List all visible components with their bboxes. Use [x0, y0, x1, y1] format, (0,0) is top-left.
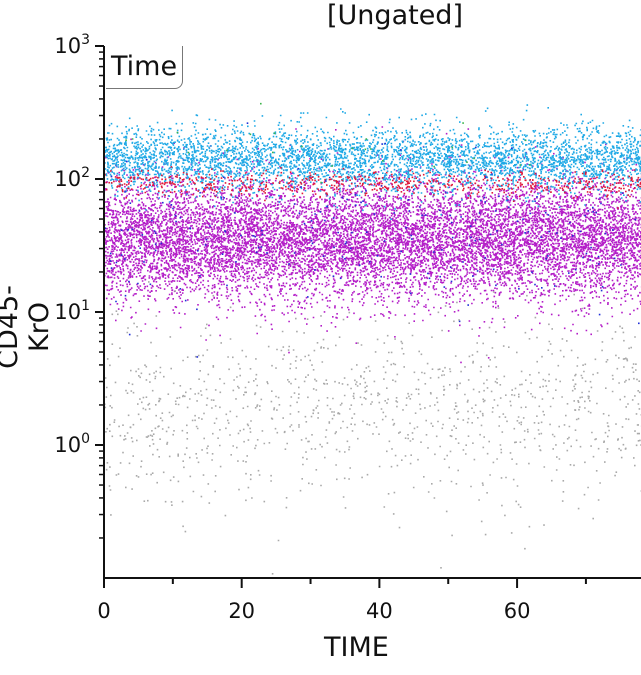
- y-axis-label: CD45-KrO: [0, 285, 55, 369]
- population-points: [104, 262, 641, 575]
- y-tick-label: 103: [54, 32, 90, 58]
- x-axis-label: TIME: [324, 632, 389, 663]
- x-tick-label: 20: [228, 599, 255, 623]
- y-tick-label: 102: [54, 165, 90, 191]
- population-4: [104, 262, 641, 575]
- axes: 100 101 102 103 0 20 40 60: [54, 32, 641, 623]
- x-tick-label: 40: [366, 599, 393, 623]
- population-2: [104, 166, 641, 209]
- chart-title: [Ungated]: [327, 0, 463, 31]
- x-tick-label: 0: [97, 599, 110, 623]
- population-points: [104, 166, 641, 209]
- x-tick-label: 60: [504, 599, 531, 623]
- gate-label: Time: [111, 51, 178, 82]
- y-tick-label: 100: [54, 431, 90, 457]
- population-points: [104, 126, 641, 364]
- gate-label-box[interactable]: Time: [106, 46, 184, 89]
- data-points: [104, 102, 641, 575]
- population-0: [104, 126, 641, 364]
- y-tick-label: 101: [54, 298, 90, 324]
